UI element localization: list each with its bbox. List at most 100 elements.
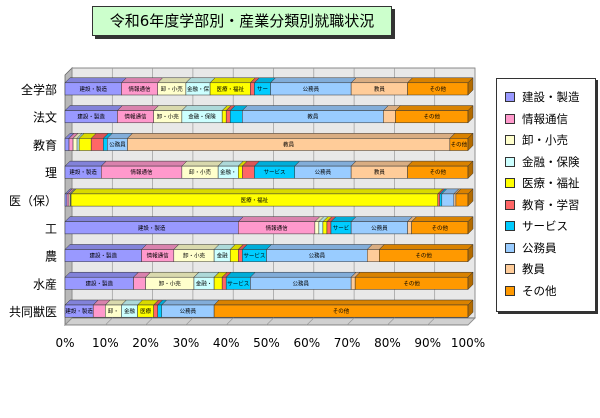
bar-segment xyxy=(213,299,474,318)
bar-segment xyxy=(120,299,144,318)
bar-segment xyxy=(410,216,474,235)
bar-segment xyxy=(153,105,188,124)
segment-label: その他 xyxy=(423,113,440,121)
bar-end-face xyxy=(467,271,474,291)
bar-segment xyxy=(144,271,200,290)
legend-item: 公務員 xyxy=(505,240,557,256)
bar-segment xyxy=(217,160,244,179)
x-tick-label: 40% xyxy=(213,336,240,350)
legend-item: サービス xyxy=(505,218,568,234)
x-tick-label: 60% xyxy=(293,336,320,350)
bar-segment xyxy=(249,271,357,290)
bar-segment xyxy=(116,105,160,124)
segment-label: 公務員 xyxy=(309,252,326,260)
legend-swatch xyxy=(505,285,515,296)
x-tick-label: 50% xyxy=(253,336,280,350)
legend-swatch xyxy=(505,264,515,274)
segment-label: 公務員 xyxy=(371,224,388,232)
legend-label: 情報通信 xyxy=(522,111,568,126)
bar-segment xyxy=(350,160,414,179)
bar-segment xyxy=(350,77,414,96)
category-label: 全学部 xyxy=(21,82,57,97)
bar-segment xyxy=(394,105,474,124)
segment-label: 卸・小売 xyxy=(157,113,180,121)
gridline xyxy=(105,317,113,326)
bar-segment xyxy=(225,271,256,290)
bar-segment xyxy=(193,271,220,290)
gridline xyxy=(346,317,355,326)
legend-item: 情報通信 xyxy=(505,111,568,127)
legend-label: 教育・学習 xyxy=(522,197,580,212)
legend-swatch xyxy=(505,221,515,231)
chart-title: 令和6年度学部別・産業分類別就職状況 xyxy=(92,6,392,36)
bar-segment xyxy=(104,299,128,318)
bar-end-face xyxy=(467,132,474,152)
bar-end-face xyxy=(467,77,474,96)
gridline xyxy=(185,317,194,326)
bar-segment xyxy=(92,299,111,318)
bar-segment xyxy=(185,77,216,96)
legend-label: 医療・福祉 xyxy=(522,176,580,190)
x-tick-label: 80% xyxy=(374,336,401,350)
legend-label: その他 xyxy=(522,283,557,298)
category-label: 農 xyxy=(45,250,57,264)
bar-segment xyxy=(78,133,97,151)
segment-label: 建設・製造 xyxy=(138,224,166,232)
legend-swatch xyxy=(505,92,515,102)
segment-label: 教員 xyxy=(283,140,295,148)
segment-label: サー xyxy=(257,86,268,93)
category-label: 理 xyxy=(45,166,57,180)
segment-label: 公務員 xyxy=(109,140,126,148)
legend-item: 卸・小売 xyxy=(505,132,568,148)
gridline xyxy=(266,317,274,326)
bar-segment xyxy=(64,244,148,262)
bar-segment xyxy=(237,216,321,235)
bar-segment xyxy=(350,216,414,235)
legend-label: 卸・小売 xyxy=(522,133,568,147)
segment-label: サービ xyxy=(333,224,350,232)
segment-label: 建設・製造 xyxy=(77,113,105,121)
bar-segment xyxy=(366,244,385,262)
x-tick-label: 20% xyxy=(132,336,159,350)
segment-label: 卸・小売 xyxy=(189,168,212,176)
segment-label: 建設・製造 xyxy=(65,307,93,315)
bar-segment xyxy=(241,160,261,179)
gridline xyxy=(306,317,315,326)
legend-label: 教員 xyxy=(522,262,545,276)
legend-item: 教育・学習 xyxy=(505,197,580,213)
gridline xyxy=(467,317,476,326)
x-tick-label: 70% xyxy=(334,336,361,350)
category-label: 法文 xyxy=(33,110,57,125)
segment-label: 公務員 xyxy=(292,279,309,287)
legend-label: サービス xyxy=(522,219,568,233)
segment-label: 卸・小売 xyxy=(161,85,184,93)
segment-label: 情報通信 xyxy=(131,168,154,176)
bar-segment xyxy=(354,271,474,290)
legend-item: 金融・保険 xyxy=(505,154,580,170)
segment-label: 建設・製造 xyxy=(90,252,118,260)
segment-label: 情報通信 xyxy=(266,224,289,232)
gridline xyxy=(387,317,395,326)
segment-label: 情報通信 xyxy=(125,113,148,121)
bar-end-face xyxy=(467,243,474,263)
bar-segment xyxy=(136,299,160,318)
segment-label: 金融・ xyxy=(196,279,213,287)
bar-segment xyxy=(406,160,474,179)
bar-segment xyxy=(64,160,107,179)
bar-segment xyxy=(106,133,134,151)
legend-swatch xyxy=(505,135,515,145)
legend-item: その他 xyxy=(505,283,557,299)
category-label: 工 xyxy=(45,222,57,236)
bar-end-face xyxy=(467,299,474,318)
bar-segment xyxy=(66,188,75,207)
bar-segment xyxy=(269,77,357,96)
segment-label: サービス xyxy=(243,252,265,260)
segment-label: 医療・福祉 xyxy=(216,85,244,93)
bar-segment xyxy=(241,244,273,262)
x-tick-label: 30% xyxy=(173,336,200,350)
bar-segment xyxy=(455,188,474,207)
segment-label: 金融 xyxy=(124,307,136,315)
legend-item: 建設・製造 xyxy=(505,89,580,105)
